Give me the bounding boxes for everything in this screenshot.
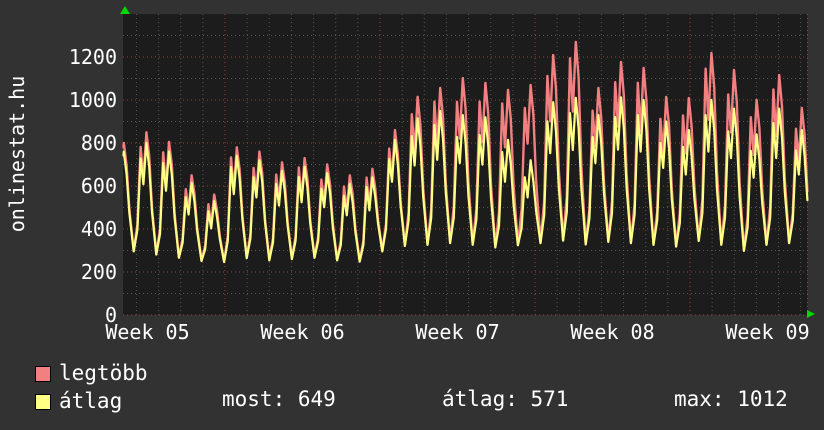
- y-axis-arrow-up-icon: [120, 6, 130, 14]
- legend-item-atlag: átlag: [35, 389, 123, 413]
- y-tick-label: 1200: [69, 45, 117, 69]
- x-tick-label: Week 05: [105, 320, 189, 344]
- stat-max-label: max:: [674, 387, 725, 411]
- series-atlag-line: [122, 96, 809, 264]
- x-tick-label: Week 08: [570, 320, 654, 344]
- y-tick-label: 400: [81, 217, 117, 241]
- stat-atlag-label: átlag:: [442, 387, 518, 411]
- stat-max-value: 1012: [737, 387, 788, 411]
- y-tick-label: 1000: [69, 88, 117, 112]
- vertical-site-label: onlinestat.hu: [5, 75, 29, 233]
- y-tick-label: 200: [81, 260, 117, 284]
- legend-swatch-legtobb: [35, 365, 51, 382]
- y-tick-label: 800: [81, 131, 117, 155]
- legend-swatch-atlag: [35, 393, 51, 410]
- stat-atlag-value: 571: [530, 387, 569, 411]
- legend-label-legtobb: legtöbb: [59, 361, 148, 385]
- stat-atlag: átlag: 571: [442, 389, 568, 410]
- x-tick-label: Week 07: [415, 320, 499, 344]
- stat-max: max: 1012: [674, 389, 788, 410]
- y-tick-label: 600: [81, 174, 117, 198]
- legend-label-atlag: átlag: [59, 389, 123, 413]
- y-tick-label: 0: [105, 303, 117, 327]
- stat-most-value: 649: [297, 387, 336, 411]
- x-tick-label: Week 06: [260, 320, 344, 344]
- stat-most: most: 649: [222, 389, 336, 410]
- x-axis-arrow-right-icon: [807, 310, 815, 318]
- x-tick-label: Week 09: [725, 320, 809, 344]
- stat-most-label: most:: [222, 387, 286, 411]
- legend-item-legtobb: legtöbb: [35, 361, 148, 385]
